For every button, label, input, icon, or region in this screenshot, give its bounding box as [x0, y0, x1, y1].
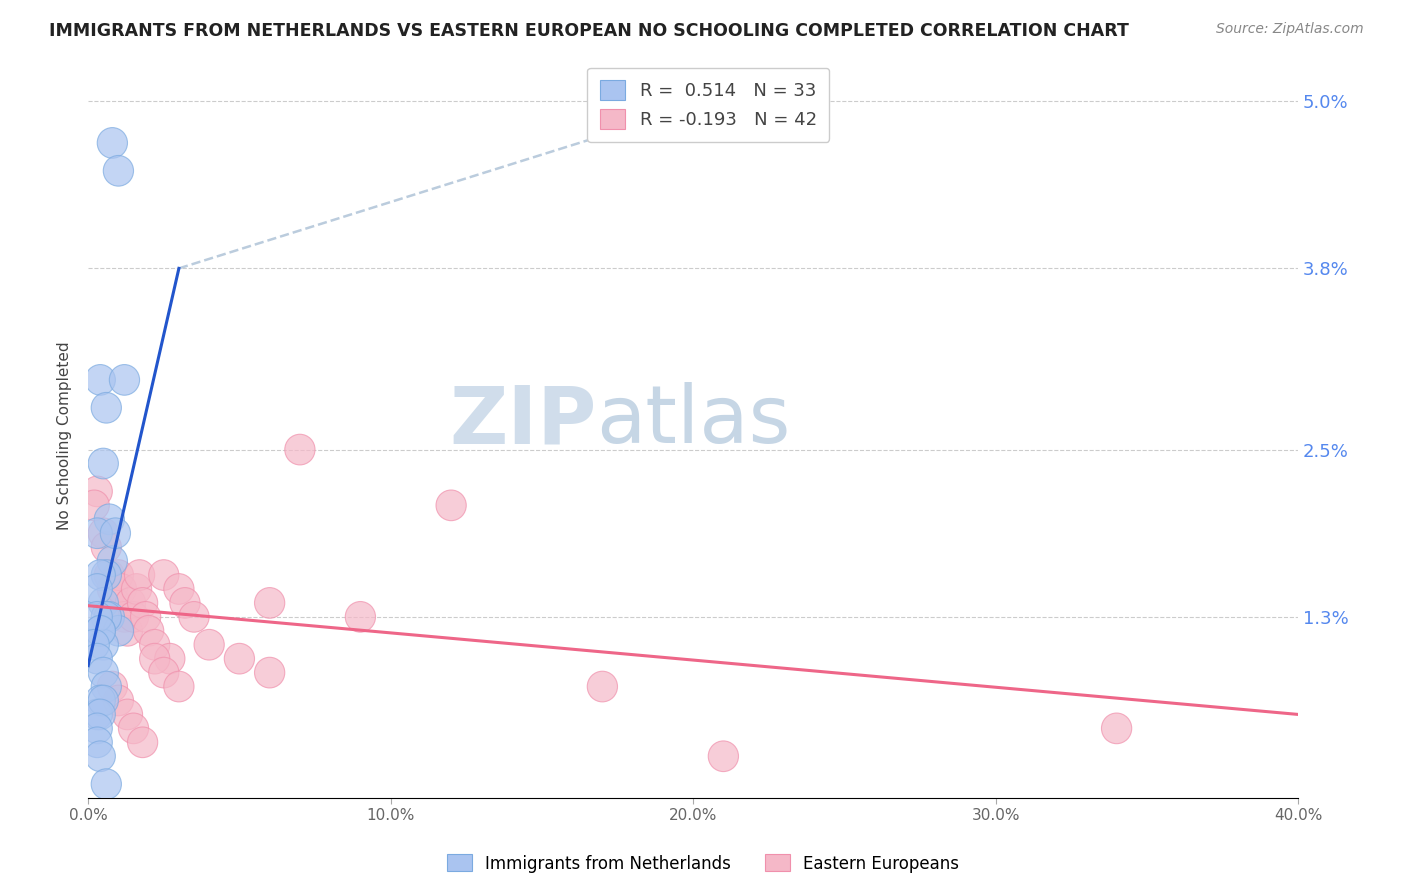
Ellipse shape	[91, 559, 121, 591]
Ellipse shape	[86, 365, 115, 395]
Ellipse shape	[86, 615, 115, 646]
Ellipse shape	[89, 448, 118, 479]
Text: IMMIGRANTS FROM NETHERLANDS VS EASTERN EUROPEAN NO SCHOOLING COMPLETED CORRELATI: IMMIGRANTS FROM NETHERLANDS VS EASTERN E…	[49, 22, 1129, 40]
Ellipse shape	[118, 601, 149, 632]
Ellipse shape	[225, 643, 254, 674]
Ellipse shape	[709, 741, 738, 772]
Ellipse shape	[110, 601, 139, 632]
Ellipse shape	[131, 601, 160, 632]
Ellipse shape	[149, 559, 179, 591]
Ellipse shape	[89, 630, 118, 660]
Ellipse shape	[86, 741, 115, 772]
Ellipse shape	[82, 713, 112, 744]
Ellipse shape	[103, 155, 134, 186]
Ellipse shape	[94, 601, 125, 632]
Ellipse shape	[285, 434, 315, 465]
Ellipse shape	[82, 574, 112, 604]
Ellipse shape	[139, 630, 170, 660]
Ellipse shape	[89, 588, 118, 618]
Ellipse shape	[103, 685, 134, 715]
Ellipse shape	[91, 601, 121, 632]
Ellipse shape	[163, 574, 194, 604]
Ellipse shape	[94, 504, 125, 534]
Ellipse shape	[254, 588, 285, 618]
Ellipse shape	[97, 671, 128, 702]
Ellipse shape	[436, 490, 467, 521]
Ellipse shape	[155, 643, 186, 674]
Ellipse shape	[82, 601, 112, 632]
Ellipse shape	[103, 615, 134, 646]
Text: atlas: atlas	[596, 382, 790, 460]
Ellipse shape	[82, 643, 112, 674]
Ellipse shape	[139, 643, 170, 674]
Ellipse shape	[163, 671, 194, 702]
Legend: R =  0.514   N = 33, R = -0.193   N = 42: R = 0.514 N = 33, R = -0.193 N = 42	[588, 68, 830, 142]
Ellipse shape	[115, 588, 146, 618]
Ellipse shape	[89, 685, 118, 715]
Ellipse shape	[91, 671, 121, 702]
Ellipse shape	[149, 657, 179, 688]
Ellipse shape	[254, 657, 285, 688]
Ellipse shape	[91, 769, 121, 799]
Ellipse shape	[79, 490, 110, 521]
Ellipse shape	[100, 518, 131, 549]
Ellipse shape	[91, 532, 121, 563]
Ellipse shape	[86, 559, 115, 591]
Ellipse shape	[110, 365, 139, 395]
Ellipse shape	[97, 574, 128, 604]
Ellipse shape	[86, 699, 115, 730]
Ellipse shape	[86, 685, 115, 715]
Ellipse shape	[125, 559, 155, 591]
Text: ZIP: ZIP	[449, 382, 596, 460]
Ellipse shape	[112, 699, 142, 730]
Ellipse shape	[89, 518, 118, 549]
Ellipse shape	[94, 559, 125, 591]
Ellipse shape	[170, 588, 200, 618]
Ellipse shape	[82, 699, 112, 730]
Ellipse shape	[179, 601, 209, 632]
Ellipse shape	[82, 476, 112, 507]
Ellipse shape	[1101, 713, 1132, 744]
Ellipse shape	[103, 559, 134, 591]
Ellipse shape	[91, 392, 121, 423]
Ellipse shape	[107, 574, 136, 604]
Y-axis label: No Schooling Completed: No Schooling Completed	[58, 342, 72, 530]
Ellipse shape	[194, 630, 225, 660]
Ellipse shape	[588, 671, 617, 702]
Ellipse shape	[346, 601, 375, 632]
Ellipse shape	[128, 588, 157, 618]
Ellipse shape	[128, 727, 157, 757]
Ellipse shape	[79, 630, 110, 660]
Ellipse shape	[112, 615, 142, 646]
Ellipse shape	[82, 518, 112, 549]
Ellipse shape	[118, 713, 149, 744]
Ellipse shape	[97, 128, 128, 158]
Ellipse shape	[97, 546, 128, 576]
Ellipse shape	[89, 657, 118, 688]
Ellipse shape	[82, 727, 112, 757]
Ellipse shape	[121, 574, 152, 604]
Text: Source: ZipAtlas.com: Source: ZipAtlas.com	[1216, 22, 1364, 37]
Ellipse shape	[86, 615, 115, 646]
Legend: Immigrants from Netherlands, Eastern Europeans: Immigrants from Netherlands, Eastern Eur…	[440, 847, 966, 880]
Ellipse shape	[100, 588, 131, 618]
Ellipse shape	[134, 615, 163, 646]
